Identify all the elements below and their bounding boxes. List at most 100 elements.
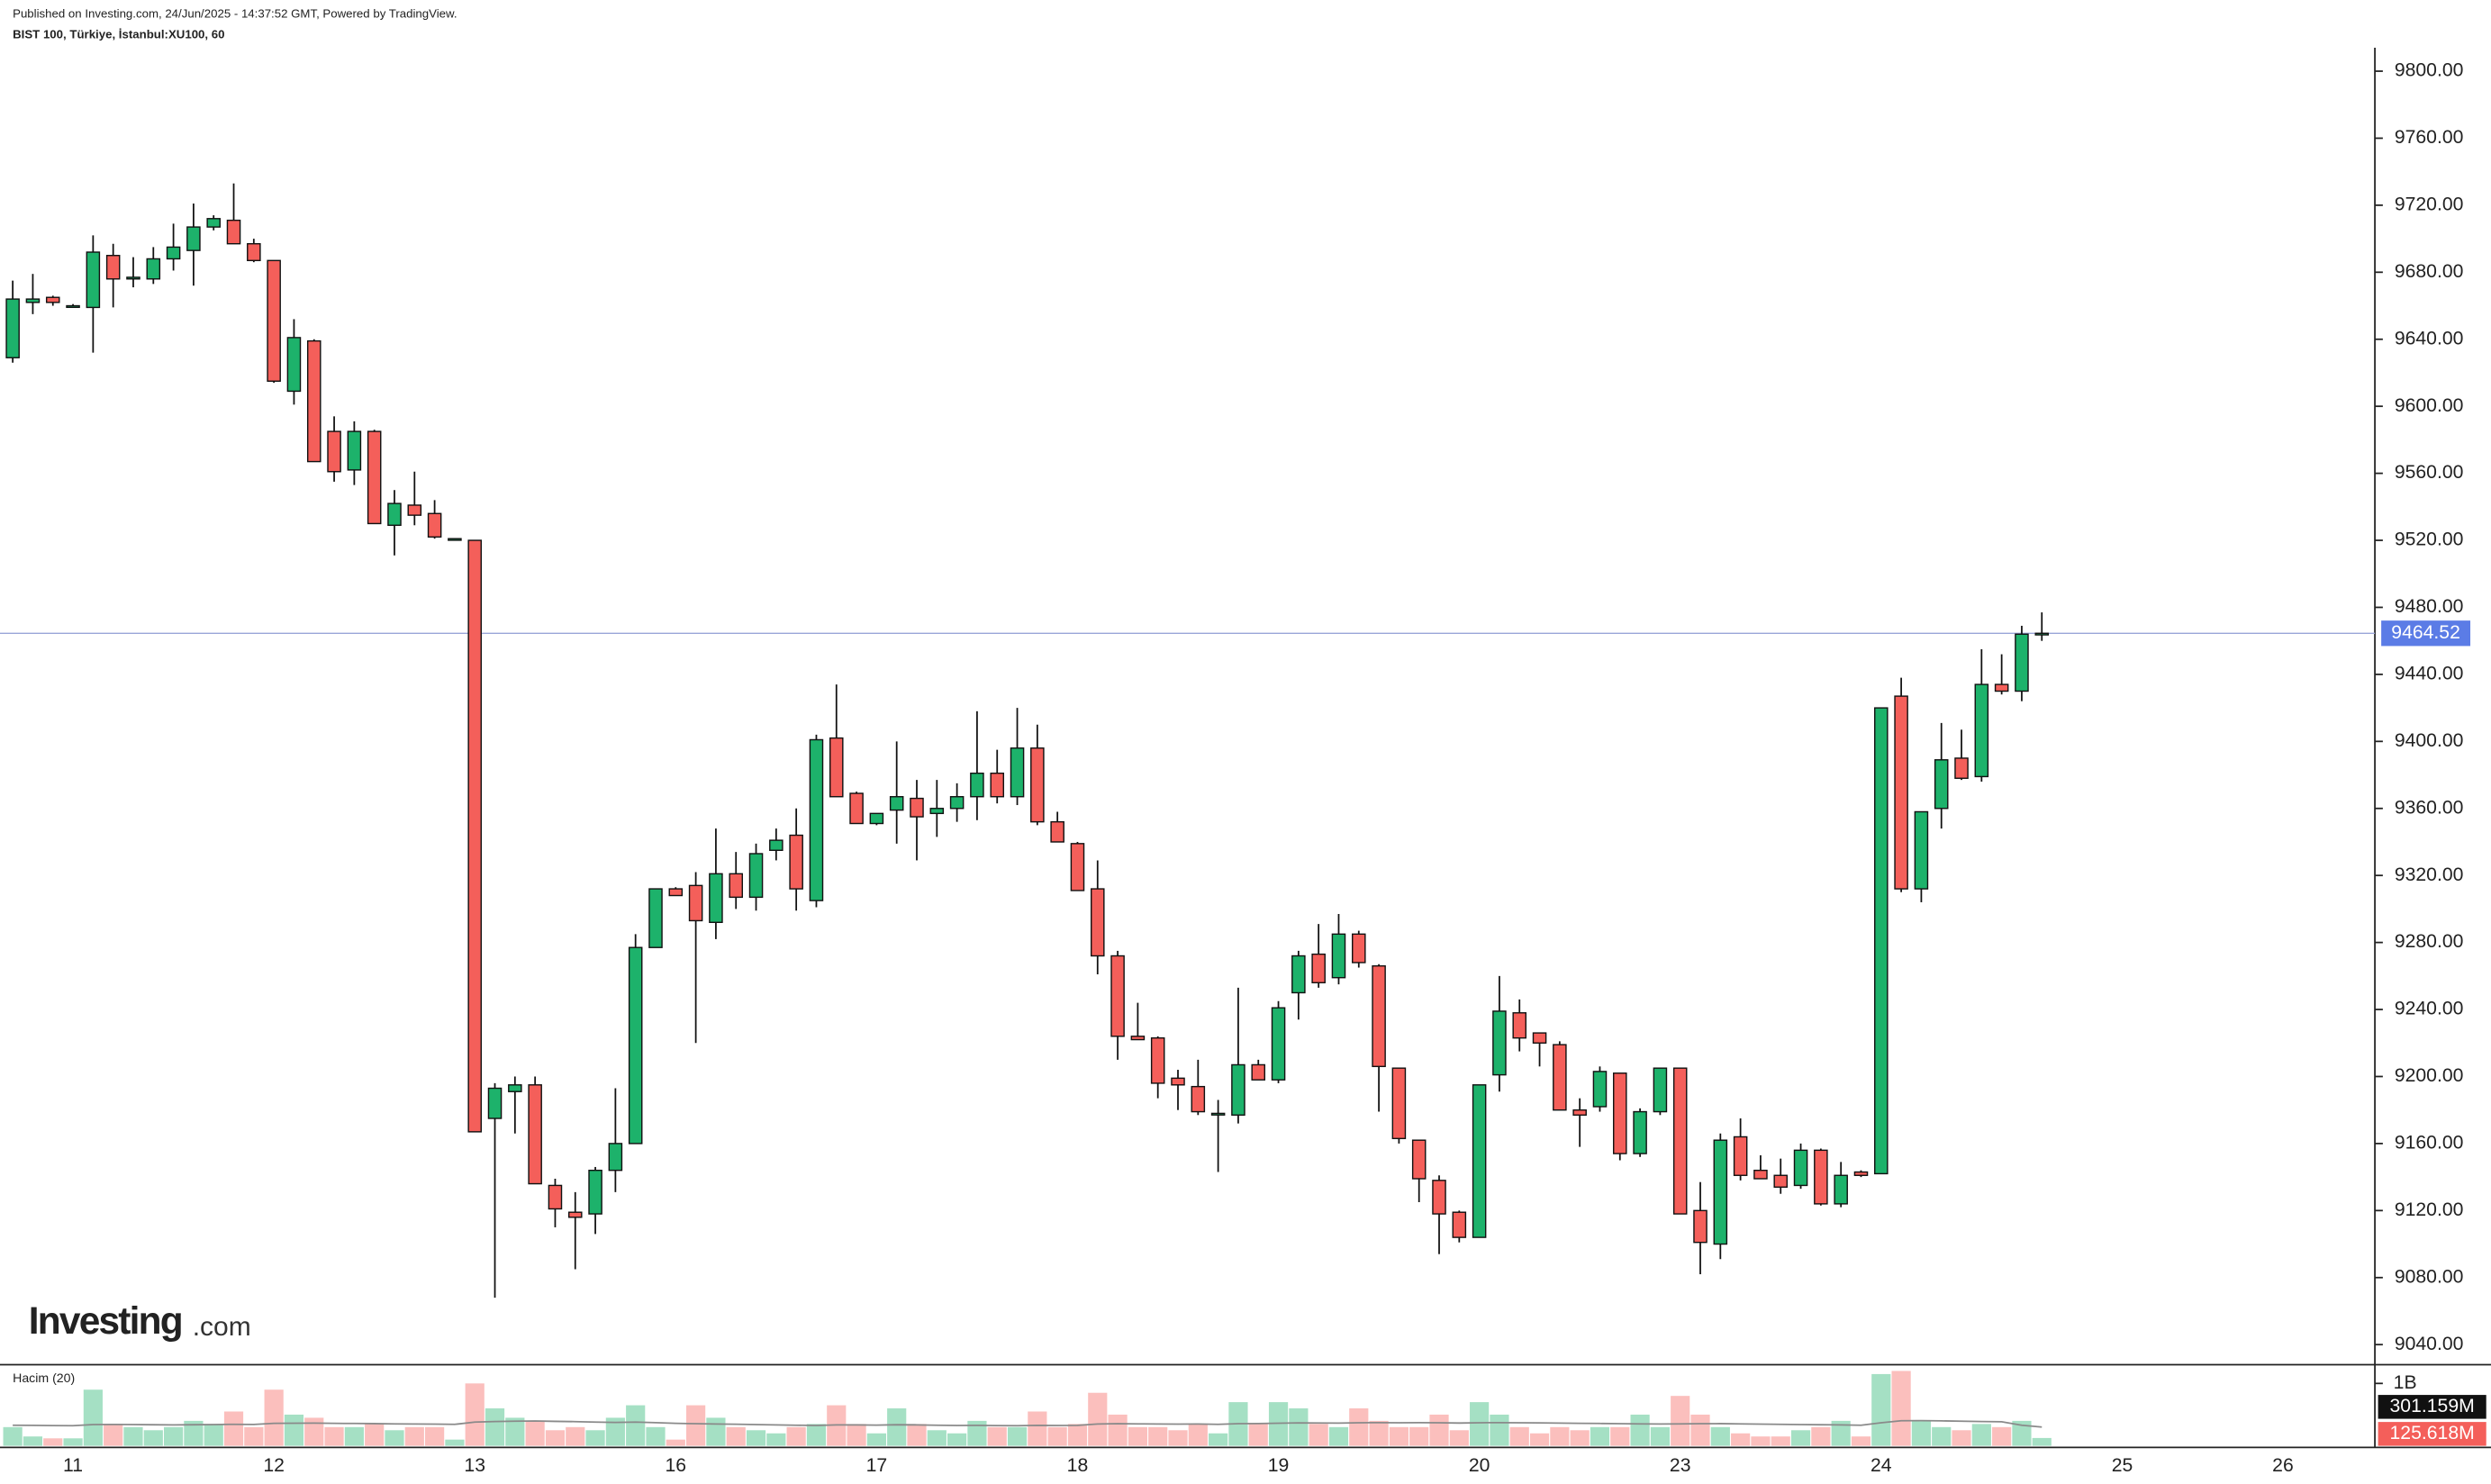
volume-bar bbox=[1650, 1426, 1670, 1446]
candle-body bbox=[5, 298, 20, 358]
published-note: Published on Investing.com, 24/Jun/2025 … bbox=[13, 6, 457, 20]
symbol-title: BIST 100, Türkiye, İstanbul:XU100, 60 bbox=[13, 27, 224, 41]
candle-body bbox=[588, 1169, 602, 1215]
volume-bar bbox=[23, 1436, 43, 1446]
y-tick-label: 9560.00 bbox=[2395, 462, 2464, 483]
y-tick-label: 9200.00 bbox=[2395, 1065, 2464, 1086]
candle-body bbox=[387, 502, 402, 527]
candle-body bbox=[448, 538, 462, 541]
volume-bar bbox=[1731, 1433, 1751, 1446]
ma-label-box bbox=[2378, 1395, 2486, 1419]
y-tick-label: 9360.00 bbox=[2395, 797, 2464, 818]
volume-bar bbox=[123, 1426, 143, 1446]
y-tick-label: 9720.00 bbox=[2395, 194, 2464, 214]
candle-body bbox=[1411, 1139, 1427, 1180]
candle-body bbox=[1592, 1071, 1608, 1108]
candle-body bbox=[25, 298, 41, 303]
y-tick-label: 9040.00 bbox=[2395, 1334, 2464, 1354]
candle-body bbox=[1874, 707, 1889, 1175]
candle-body bbox=[1472, 1084, 1487, 1238]
volume-bar bbox=[223, 1411, 244, 1446]
volume-bar bbox=[1831, 1420, 1851, 1446]
candle-body bbox=[1853, 1171, 1869, 1176]
volume-bar bbox=[184, 1420, 204, 1446]
candle-body bbox=[1372, 964, 1386, 1068]
candle-body bbox=[1291, 955, 1306, 994]
y-tick-label: 9320.00 bbox=[2395, 864, 2464, 885]
volume-bar bbox=[726, 1426, 746, 1446]
volume-bar bbox=[1992, 1426, 2012, 1446]
volume-bar bbox=[1529, 1433, 1550, 1446]
candle-body bbox=[688, 884, 703, 922]
candle-body bbox=[1251, 1063, 1266, 1081]
volume-bar bbox=[1409, 1426, 1429, 1446]
candle-body bbox=[1311, 953, 1326, 983]
candle-body bbox=[548, 1184, 563, 1210]
candle-body bbox=[86, 251, 101, 309]
volume-bar bbox=[1028, 1411, 1047, 1446]
candle-body bbox=[1070, 843, 1085, 891]
volume-bar bbox=[786, 1426, 806, 1446]
candle-body bbox=[1532, 1032, 1547, 1044]
y-tick-label: 9280.00 bbox=[2395, 931, 2464, 952]
volume-bar bbox=[204, 1424, 223, 1446]
volume-bar bbox=[1209, 1433, 1228, 1446]
candle-body bbox=[628, 946, 643, 1145]
volume-bar bbox=[1851, 1436, 1871, 1446]
volume-bar bbox=[1470, 1402, 1490, 1446]
volume-bar bbox=[1570, 1430, 1590, 1446]
x-tick-label: 11 bbox=[63, 1455, 83, 1476]
volume-bar bbox=[404, 1426, 424, 1446]
candle-body bbox=[1793, 1149, 1808, 1187]
candle-body bbox=[146, 258, 161, 280]
candle-body bbox=[66, 304, 80, 309]
candle-body bbox=[1633, 1110, 1647, 1154]
volume-bar bbox=[264, 1389, 284, 1446]
volume-bar bbox=[666, 1439, 685, 1446]
candle-body bbox=[1733, 1136, 1748, 1176]
volume-bar bbox=[43, 1438, 63, 1446]
candle-body bbox=[1954, 757, 1969, 779]
candle-body bbox=[929, 808, 945, 815]
volume-bar bbox=[1891, 1371, 1911, 1446]
candle-body bbox=[1814, 1149, 1828, 1205]
volume-bar bbox=[385, 1430, 404, 1446]
x-tick-label: 12 bbox=[263, 1455, 285, 1476]
candle-body bbox=[1231, 1063, 1246, 1116]
volume-bar bbox=[605, 1417, 625, 1446]
y-tick-label: 9640.00 bbox=[2395, 328, 2464, 348]
logo-name: Investing bbox=[29, 1299, 182, 1342]
candle-body bbox=[648, 888, 663, 948]
volume-bar bbox=[3, 1426, 23, 1446]
volume-bar bbox=[244, 1426, 264, 1446]
volume-bar bbox=[1610, 1426, 1630, 1446]
x-tick-label: 20 bbox=[1469, 1455, 1490, 1476]
candle-body bbox=[1210, 1112, 1226, 1116]
volume-bar bbox=[1971, 1424, 1991, 1446]
x-tick-label: 17 bbox=[866, 1455, 888, 1476]
candle-body bbox=[709, 873, 723, 923]
volume-bar bbox=[1148, 1426, 1168, 1446]
candle-body bbox=[1773, 1174, 1789, 1188]
candle-body bbox=[1030, 747, 1045, 823]
volume-bar bbox=[1790, 1430, 1811, 1446]
volume-bar bbox=[646, 1426, 666, 1446]
candle-body bbox=[487, 1087, 503, 1119]
candle-body bbox=[45, 296, 60, 303]
volume-bar bbox=[1811, 1426, 1831, 1446]
y-tick-label: 9760.00 bbox=[2395, 127, 2464, 148]
candle-body bbox=[769, 839, 784, 851]
x-tick-label: 13 bbox=[464, 1455, 485, 1476]
candle-body bbox=[327, 430, 341, 473]
x-tick-label: 16 bbox=[666, 1455, 687, 1476]
candle-body bbox=[1914, 810, 1929, 890]
volume-bar bbox=[324, 1426, 344, 1446]
candle-body bbox=[1432, 1180, 1446, 1215]
candle-body bbox=[567, 1211, 583, 1218]
volume-bar bbox=[1067, 1424, 1088, 1446]
y-tick-label: 9600.00 bbox=[2395, 395, 2464, 416]
volume-bar bbox=[1490, 1414, 1509, 1446]
volume-bar bbox=[1168, 1430, 1188, 1446]
candle-body bbox=[849, 792, 864, 825]
